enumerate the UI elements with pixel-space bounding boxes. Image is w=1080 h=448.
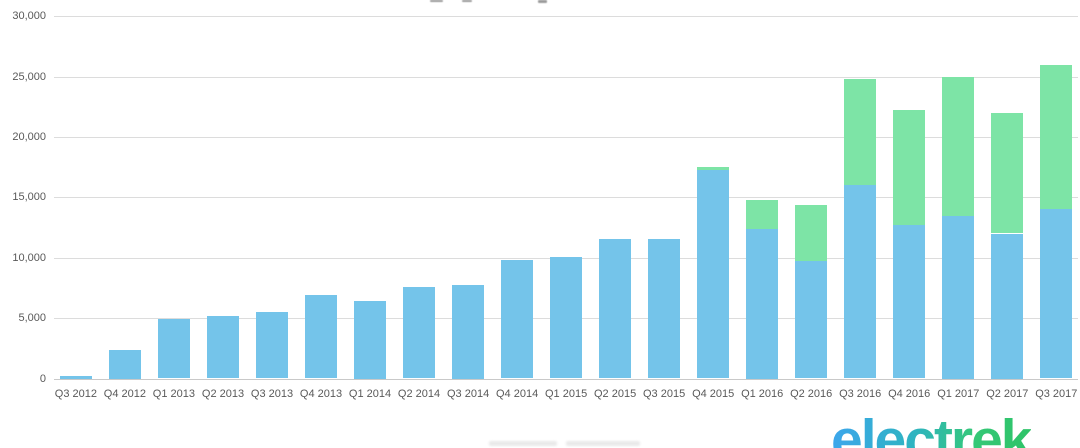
gridline-0	[54, 378, 1078, 380]
x-axis-tick-label: Q3 2016	[839, 388, 882, 400]
x-axis-tick-label: Q1 2013	[152, 388, 195, 400]
x-axis-tick-label: Q2 2015	[593, 388, 637, 400]
bar-q2-2014-bottom	[403, 286, 435, 379]
x-axis-tick-label: Q2 2014	[397, 388, 441, 400]
bar-q1-2017-top	[942, 76, 975, 216]
x-axis-tick-label: Q2 2016	[790, 388, 833, 400]
bar-q1-2015-bottom	[550, 257, 583, 379]
gridline-25000	[54, 76, 1078, 78]
bar-q3-2017-top	[1040, 65, 1073, 209]
bar-q3-2012-bottom	[59, 375, 92, 379]
bar-q1-2017-bottom	[942, 216, 975, 379]
y-axis-tick-label: 15,000	[12, 191, 46, 204]
y-axis-tick-label: 25,000	[12, 70, 46, 83]
bar-q3-2013-bottom	[256, 312, 288, 379]
x-axis-tick-label: Q3 2013	[250, 388, 294, 400]
bar-q4-2015-bottom	[697, 169, 730, 379]
x-axis-tick-label: Q4 2013	[299, 388, 343, 400]
y-axis-tick-label: 10,000	[12, 251, 46, 264]
bar-q4-2015-top	[697, 167, 730, 170]
x-axis-tick-label: Q1 2015	[544, 388, 588, 400]
bar-q1-2013-bottom	[157, 319, 190, 379]
x-axis-tick-label: Q3 2017	[1035, 388, 1078, 400]
bar-q4-2013-bottom	[305, 295, 337, 379]
bar-q4-2016-bottom	[893, 225, 926, 379]
electrek-logo: electrek	[831, 407, 1033, 448]
bar-q2-2015-bottom	[599, 239, 632, 379]
y-axis-tick-label: 5,000	[18, 312, 46, 325]
bar-q3-2016-top	[844, 78, 877, 185]
gridline-30000	[54, 16, 1078, 18]
x-axis-tick-label: Q3 2014	[446, 388, 490, 400]
x-axis-tick-label: Q3 2015	[642, 388, 686, 400]
gridline-20000	[54, 136, 1078, 138]
x-axis-tick-label: Q4 2015	[692, 388, 735, 400]
bar-q3-2014-bottom	[452, 284, 485, 379]
x-axis-tick-label: Q4 2012	[103, 388, 146, 400]
x-axis-tick-label: Q1 2016	[741, 388, 784, 400]
bar-q1-2016-bottom	[746, 228, 779, 379]
cropped-title-remnant	[462, 0, 472, 2]
bar-q4-2014-bottom	[501, 259, 534, 379]
cropped-caption-remnant	[489, 441, 557, 446]
bar-q1-2016-top	[746, 199, 779, 229]
gridline-15000	[54, 197, 1078, 199]
bar-q2-2016-top	[795, 204, 828, 261]
bar-q2-2016-bottom	[795, 260, 828, 379]
x-axis-tick-label: Q1 2017	[937, 388, 980, 400]
cropped-title-remnant	[430, 0, 443, 2]
bar-q4-2016-top	[893, 110, 926, 226]
x-axis-tick-label: Q1 2014	[348, 388, 392, 400]
bar-q3-2015-bottom	[648, 238, 681, 379]
bar-q3-2016-bottom	[844, 184, 877, 379]
bar-q2-2017-top	[991, 112, 1024, 234]
y-axis-tick-label: 30,000	[12, 10, 46, 23]
bar-q2-2013-bottom	[207, 316, 239, 379]
x-axis-tick-label: Q2 2013	[201, 388, 245, 400]
bar-q4-2012-bottom	[108, 349, 141, 379]
cropped-title-remnant	[538, 0, 547, 3]
bar-q2-2017-bottom	[991, 233, 1024, 379]
x-axis-tick-label: Q3 2012	[54, 388, 97, 400]
bar-q1-2014-bottom	[354, 300, 386, 379]
cropped-caption-remnant	[566, 441, 640, 446]
x-axis-tick-label: Q2 2017	[986, 388, 1029, 400]
x-axis-tick-label: Q4 2016	[888, 388, 931, 400]
bar-q3-2017-bottom	[1040, 208, 1073, 379]
y-axis-tick-label: 0	[39, 372, 46, 385]
x-axis-tick-label: Q4 2014	[495, 388, 539, 400]
y-axis-tick-label: 20,000	[12, 130, 46, 143]
